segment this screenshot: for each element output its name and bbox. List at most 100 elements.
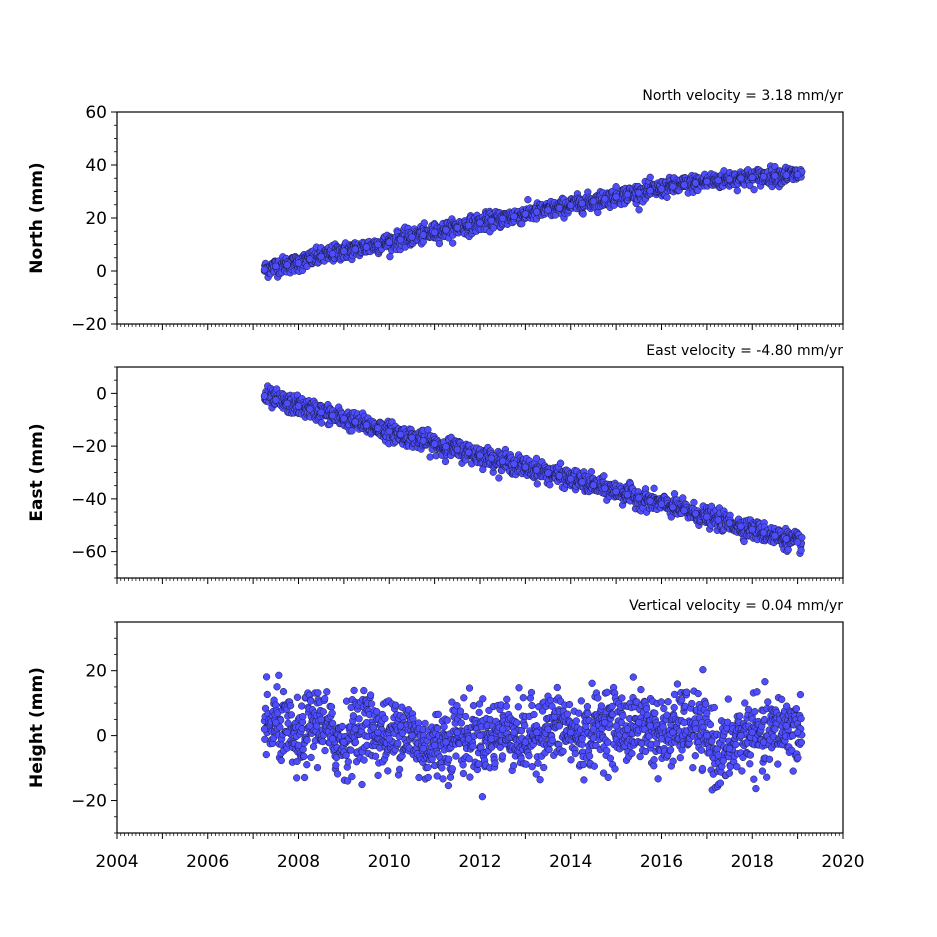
data-point xyxy=(465,221,473,230)
data-point xyxy=(737,174,745,182)
data-point xyxy=(293,774,301,782)
data-point xyxy=(360,756,368,764)
data-point xyxy=(293,693,302,701)
data-point xyxy=(676,754,684,762)
velocity-label: Vertical velocity = 0.04 mm/yr xyxy=(629,598,843,614)
data-point xyxy=(533,466,541,474)
data-point xyxy=(521,210,530,218)
data-point xyxy=(332,761,340,769)
data-point xyxy=(751,707,759,716)
data-point xyxy=(307,697,315,705)
data-point xyxy=(419,238,427,246)
data-point xyxy=(703,709,711,717)
data-point xyxy=(444,781,453,790)
data-point xyxy=(351,418,359,426)
data-point xyxy=(536,776,544,784)
data-point xyxy=(381,714,389,723)
data-point xyxy=(740,537,748,546)
data-point xyxy=(578,478,586,486)
data-point xyxy=(601,195,609,203)
data-point xyxy=(475,708,483,717)
data-point xyxy=(445,755,453,763)
data-point xyxy=(321,694,329,703)
data-point xyxy=(340,415,348,423)
data-point xyxy=(466,773,474,781)
data-point xyxy=(619,712,627,720)
data-point xyxy=(421,719,429,728)
data-point xyxy=(420,219,428,227)
data-point xyxy=(328,411,337,420)
data-point xyxy=(260,266,269,274)
data-point xyxy=(448,765,456,773)
data-point xyxy=(669,757,677,765)
data-point xyxy=(358,780,366,789)
data-point xyxy=(442,226,450,234)
y-tick-label: 0 xyxy=(96,262,107,282)
data-point xyxy=(433,724,442,733)
data-point xyxy=(371,752,380,760)
data-point xyxy=(476,219,484,227)
data-point xyxy=(691,752,699,760)
data-point xyxy=(306,405,314,413)
data-point xyxy=(706,720,715,729)
y-tick-label: 40 xyxy=(85,156,107,176)
data-point xyxy=(752,784,760,793)
data-point xyxy=(771,172,779,180)
y-tick-label: 60 xyxy=(85,103,107,123)
data-point xyxy=(670,690,679,699)
data-point xyxy=(637,685,645,694)
data-point xyxy=(294,259,303,267)
data-point xyxy=(362,243,371,251)
data-point xyxy=(283,261,291,269)
data-point xyxy=(759,173,768,181)
data-point xyxy=(519,694,527,702)
data-point xyxy=(374,771,382,780)
data-point xyxy=(327,703,336,711)
data-point xyxy=(758,767,767,775)
data-point xyxy=(555,472,564,480)
data-point xyxy=(724,695,732,703)
data-point xyxy=(283,399,291,408)
data-point xyxy=(530,710,538,719)
data-point xyxy=(714,176,722,185)
data-point xyxy=(660,704,668,713)
data-point xyxy=(461,712,470,721)
data-point xyxy=(725,769,734,777)
data-point xyxy=(600,472,608,480)
y-tick-label: 20 xyxy=(85,209,107,229)
data-point xyxy=(503,695,511,703)
data-point xyxy=(510,460,518,468)
data-point xyxy=(478,793,487,801)
data-point xyxy=(746,760,754,768)
data-point xyxy=(438,764,446,772)
data-point xyxy=(556,459,565,467)
data-point xyxy=(565,700,574,709)
data-point xyxy=(277,756,285,765)
data-point xyxy=(498,752,507,760)
data-point xyxy=(499,214,507,223)
data-point xyxy=(691,179,700,187)
y-axis-label: East (mm) xyxy=(27,423,47,521)
data-point xyxy=(753,688,761,696)
data-point xyxy=(491,759,499,767)
data-point xyxy=(317,408,325,417)
data-point xyxy=(553,683,561,692)
data-point xyxy=(344,758,352,766)
data-point xyxy=(657,185,666,193)
data-point xyxy=(306,255,314,263)
data-point xyxy=(528,701,536,710)
data-point xyxy=(571,749,579,758)
data-point xyxy=(587,468,596,476)
data-point xyxy=(355,715,363,723)
data-point xyxy=(434,710,442,718)
data-point xyxy=(426,453,434,461)
data-point xyxy=(298,702,306,710)
data-point xyxy=(774,760,782,768)
data-point xyxy=(338,722,346,731)
data-point xyxy=(262,750,270,759)
data-point xyxy=(559,747,567,756)
data-point xyxy=(697,746,706,754)
data-point xyxy=(453,445,461,454)
